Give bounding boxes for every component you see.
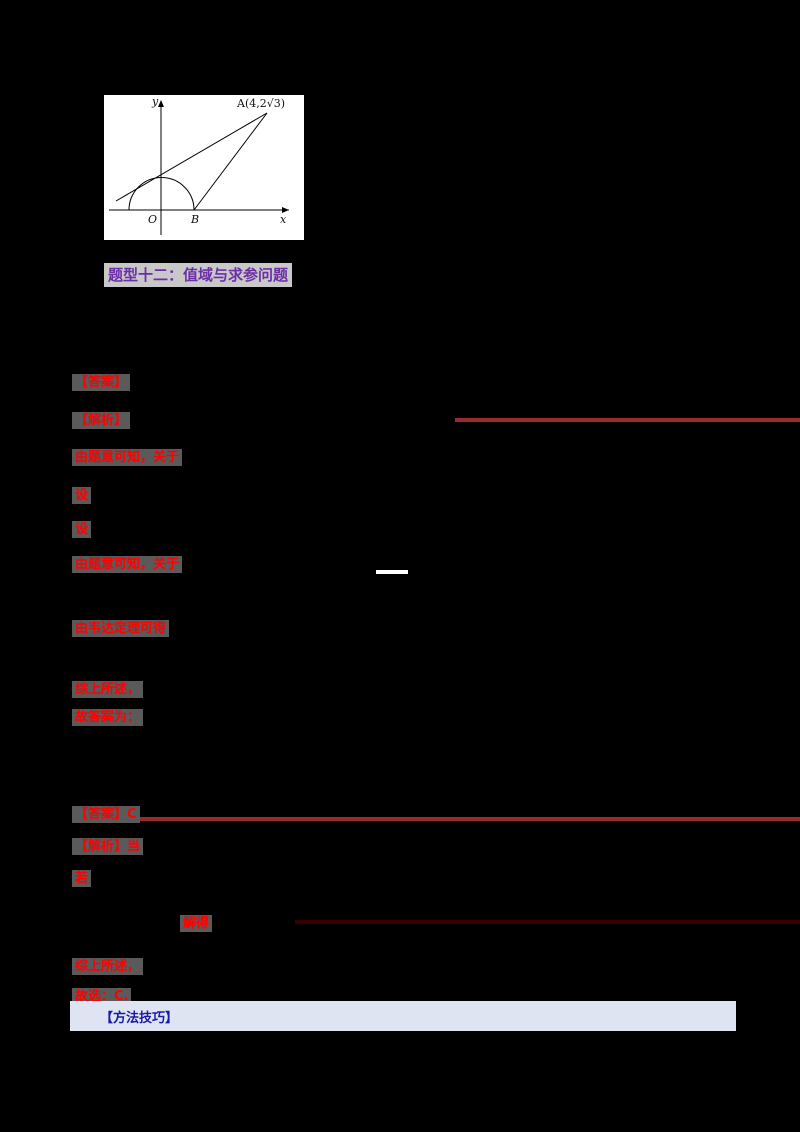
coordinate-diagram (109, 100, 289, 235)
analysis-line: 综上所述， (72, 955, 144, 975)
analysis-line: 由题意可知，关于 (72, 553, 183, 573)
analysis-line: 由韦达定理可得 (72, 617, 170, 637)
answer-row-2: 【答案】C (72, 803, 140, 823)
analysis-line: 【解析】当 (72, 835, 144, 855)
section-heading: 题型十二：值域与求参问题 (104, 263, 293, 287)
analysis-line: 若 (72, 867, 92, 887)
analysis-line: 解得 (180, 912, 213, 932)
point-a-label: A(4,2√3) (237, 97, 286, 110)
analysis-line: 设 (72, 484, 92, 504)
method-tips-box (70, 1001, 736, 1031)
method-tips-label: 【方法技巧】 (100, 1011, 179, 1026)
x-axis-label: x (280, 213, 287, 226)
red-divider (140, 817, 800, 821)
y-axis-label: y (152, 95, 159, 108)
answer-row-1: 【答案】 (72, 371, 131, 391)
red-divider (295, 920, 800, 924)
point-b-label: B (191, 213, 200, 226)
answer-tag: 【答案】 (72, 374, 131, 391)
analysis-line: 【解析】 (72, 409, 131, 429)
final-answer: 故选：C. (72, 985, 132, 1005)
fraction-bar (376, 570, 408, 574)
origin-label: O (148, 213, 158, 226)
red-divider (455, 418, 800, 422)
analysis-line: 设 (72, 518, 92, 538)
analysis-line: 综上所述， (72, 678, 144, 698)
analysis-line: 故答案为： (72, 706, 144, 726)
analysis-line: 由题意可知，关于 (72, 446, 183, 466)
geometry-figure: y A(4,2√3) O B x (104, 95, 304, 240)
